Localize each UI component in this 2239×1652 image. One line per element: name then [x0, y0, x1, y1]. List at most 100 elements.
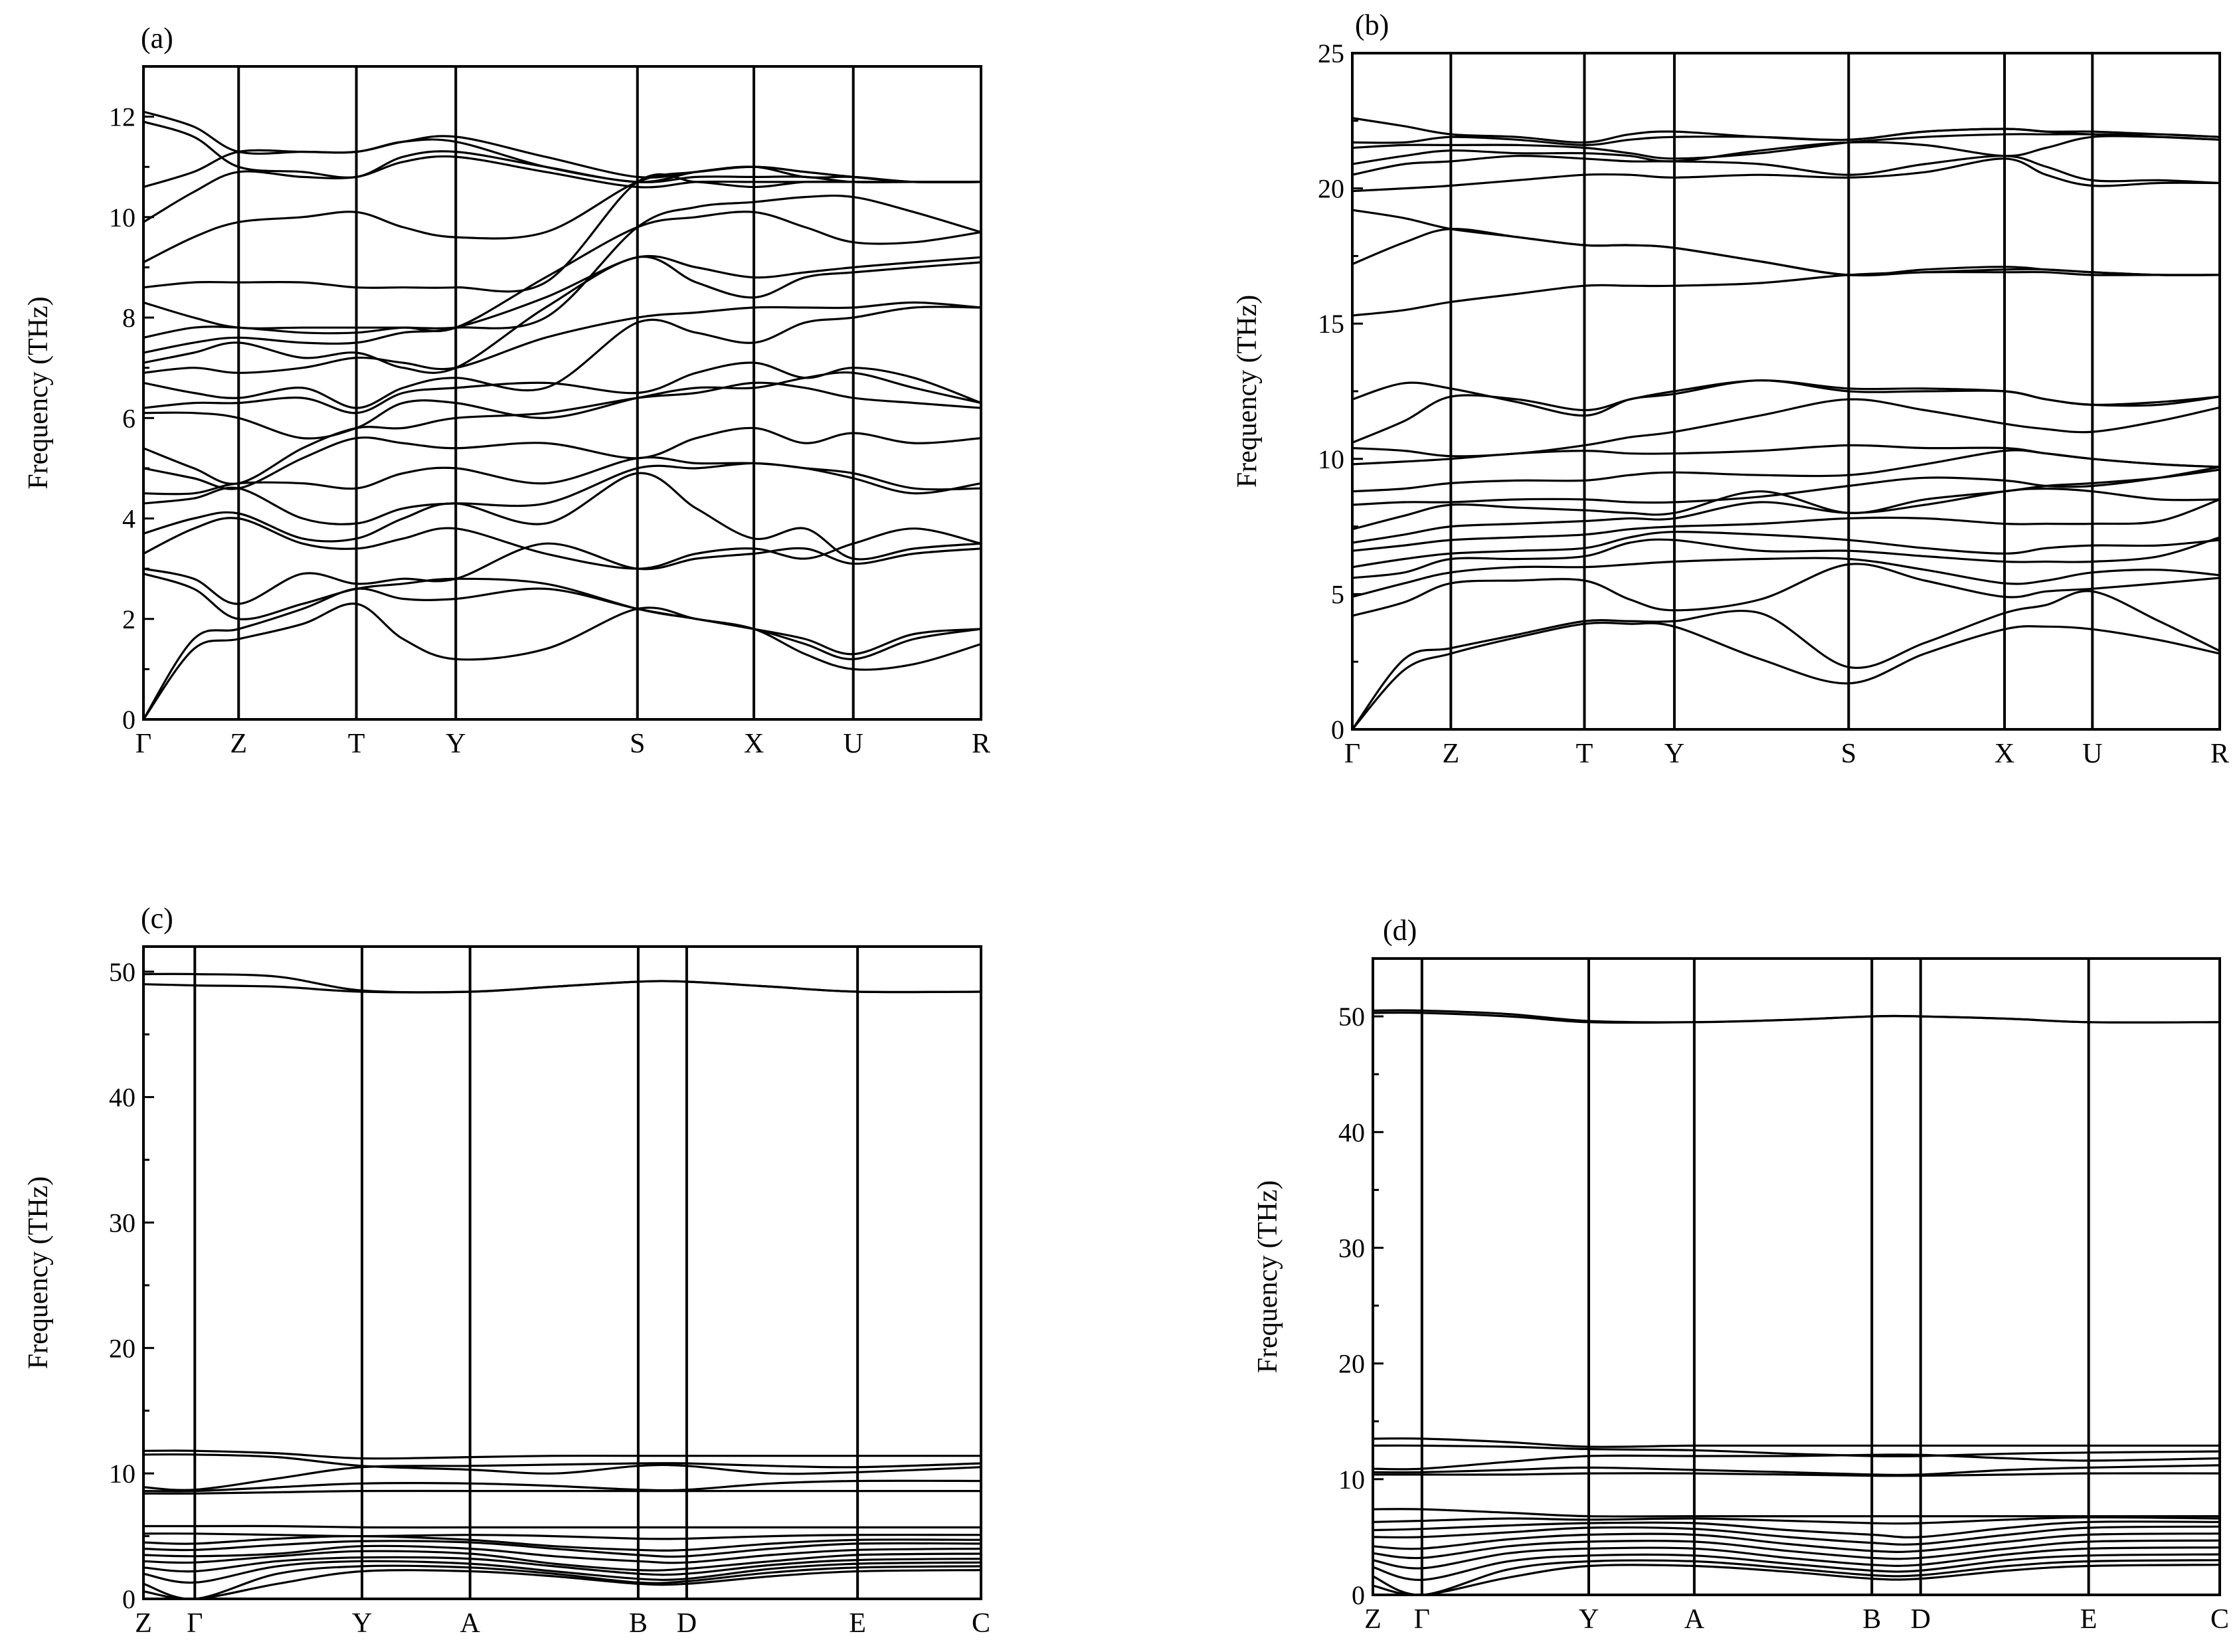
- band-15: [143, 1560, 981, 1584]
- band-5: [1373, 1453, 2220, 1471]
- y-axis-label: Frequency (THz): [23, 296, 54, 489]
- y-tick-label: 25: [1318, 39, 1344, 68]
- band-10: [1373, 1520, 2220, 1538]
- band-17: [143, 211, 981, 339]
- band-6: [143, 472, 981, 561]
- panel-label: (d): [1383, 914, 1417, 947]
- band-5: [1352, 536, 2220, 579]
- band-7: [143, 1489, 981, 1495]
- kpoint-label: A: [460, 1608, 480, 1639]
- band-lines: [1373, 1009, 2220, 1595]
- panel-label: (b): [1355, 9, 1389, 41]
- kpoint-label: D: [677, 1608, 697, 1639]
- band-17: [1373, 1564, 2220, 1595]
- kpoint-label: A: [1684, 1604, 1705, 1635]
- band-5: [143, 517, 981, 570]
- y-tick-label: 20: [1338, 1349, 1365, 1379]
- y-tick-label: 10: [109, 203, 135, 232]
- band-16: [143, 254, 981, 354]
- y-tick-label: 2: [122, 604, 135, 634]
- y-tick-label: 20: [1318, 174, 1344, 204]
- band-13: [143, 306, 981, 409]
- y-tick-label: 15: [1318, 309, 1344, 339]
- band-11: [143, 1540, 981, 1558]
- band-24: [143, 110, 981, 184]
- kpoint-label: X: [1995, 739, 2015, 769]
- y-axis-label: Frequency (THz): [1253, 1180, 1283, 1373]
- band-20: [1352, 155, 2220, 185]
- y-tick-label: 30: [1338, 1233, 1365, 1263]
- y-tick-label: 12: [109, 102, 135, 132]
- band-17: [1352, 227, 2220, 277]
- kpoint-label: B: [1862, 1604, 1881, 1635]
- panel-b: Γ Z T Y S X U R 0 5 10 15 20 25 Frequency (THz) (b): [1232, 9, 2229, 769]
- kpoint-label: Z: [1364, 1604, 1382, 1635]
- panel-label: (a): [141, 22, 173, 54]
- band-4: [143, 542, 981, 605]
- band-3: [143, 1449, 981, 1460]
- kpoint-label: T: [348, 729, 365, 759]
- kpoint-label: Γ: [1414, 1604, 1430, 1635]
- kpoint-label: U: [844, 729, 863, 759]
- y-axis-label: Frequency (THz): [1232, 295, 1263, 488]
- band-11: [1373, 1525, 2220, 1546]
- band-14: [143, 1556, 981, 1576]
- kpoint-label: R: [2210, 739, 2229, 769]
- plot-frame: [142, 65, 982, 721]
- band-4: [1373, 1444, 2220, 1458]
- y-tick-label: 0: [122, 1584, 135, 1614]
- band-16: [143, 1564, 981, 1599]
- band-20: [143, 165, 981, 264]
- band-5: [143, 1462, 981, 1491]
- band-22: [143, 138, 981, 189]
- band-21: [143, 155, 981, 223]
- band-8: [1373, 1508, 2220, 1518]
- band-3: [143, 573, 981, 656]
- plot-frame: [142, 945, 982, 1600]
- y-tick-label: 0: [1331, 715, 1344, 745]
- y-tick-label: 0: [1352, 1580, 1365, 1610]
- y-tick-label: 6: [122, 403, 135, 433]
- band-8: [1352, 488, 2220, 544]
- band-7: [143, 462, 981, 525]
- y-tick-label: 10: [1338, 1465, 1365, 1495]
- y-tick-label: 20: [109, 1333, 135, 1363]
- band-3: [1352, 563, 2220, 617]
- band-16: [1352, 268, 2220, 317]
- kpoint-label: B: [629, 1608, 648, 1639]
- band-1: [1352, 621, 2220, 729]
- band-8: [143, 1524, 981, 1529]
- band-9: [1373, 1516, 2220, 1525]
- band-12: [143, 361, 981, 414]
- band-19: [143, 173, 981, 293]
- band-6: [143, 1479, 981, 1493]
- band-10: [143, 1534, 981, 1552]
- band-2: [1352, 590, 2220, 729]
- panel-a: Γ Z T Y S X U R 0 2 4 6 8 10 12 Frequency (THz) (a): [23, 22, 990, 759]
- plot-frame: [1372, 957, 2221, 1596]
- y-tick-label: 0: [122, 705, 135, 735]
- band-lines: [143, 110, 981, 719]
- kpoint-label: X: [744, 729, 764, 759]
- band-15: [1373, 1553, 2220, 1582]
- band-1: [143, 602, 981, 719]
- kpoint-label: Z: [1443, 739, 1460, 769]
- kpoint-label: Y: [446, 729, 466, 759]
- kpoint-label: S: [1841, 739, 1856, 769]
- band-4: [1352, 557, 2220, 598]
- band-7: [1352, 498, 2220, 552]
- kpoint-label: E: [849, 1608, 866, 1639]
- band-13: [1373, 1539, 2220, 1560]
- kpoint-label: Z: [135, 1608, 152, 1639]
- band-lines: [143, 972, 981, 1599]
- band-3: [1373, 1437, 2220, 1448]
- y-tick-label: 50: [1338, 1002, 1365, 1032]
- kpoint-label: T: [1576, 739, 1593, 769]
- band-6: [1352, 531, 2220, 569]
- band-19: [1352, 157, 2220, 193]
- band-9: [1352, 468, 2220, 531]
- band-24: [1352, 117, 2220, 144]
- band-15: [1352, 379, 2220, 417]
- y-tick-label: 10: [109, 1459, 135, 1489]
